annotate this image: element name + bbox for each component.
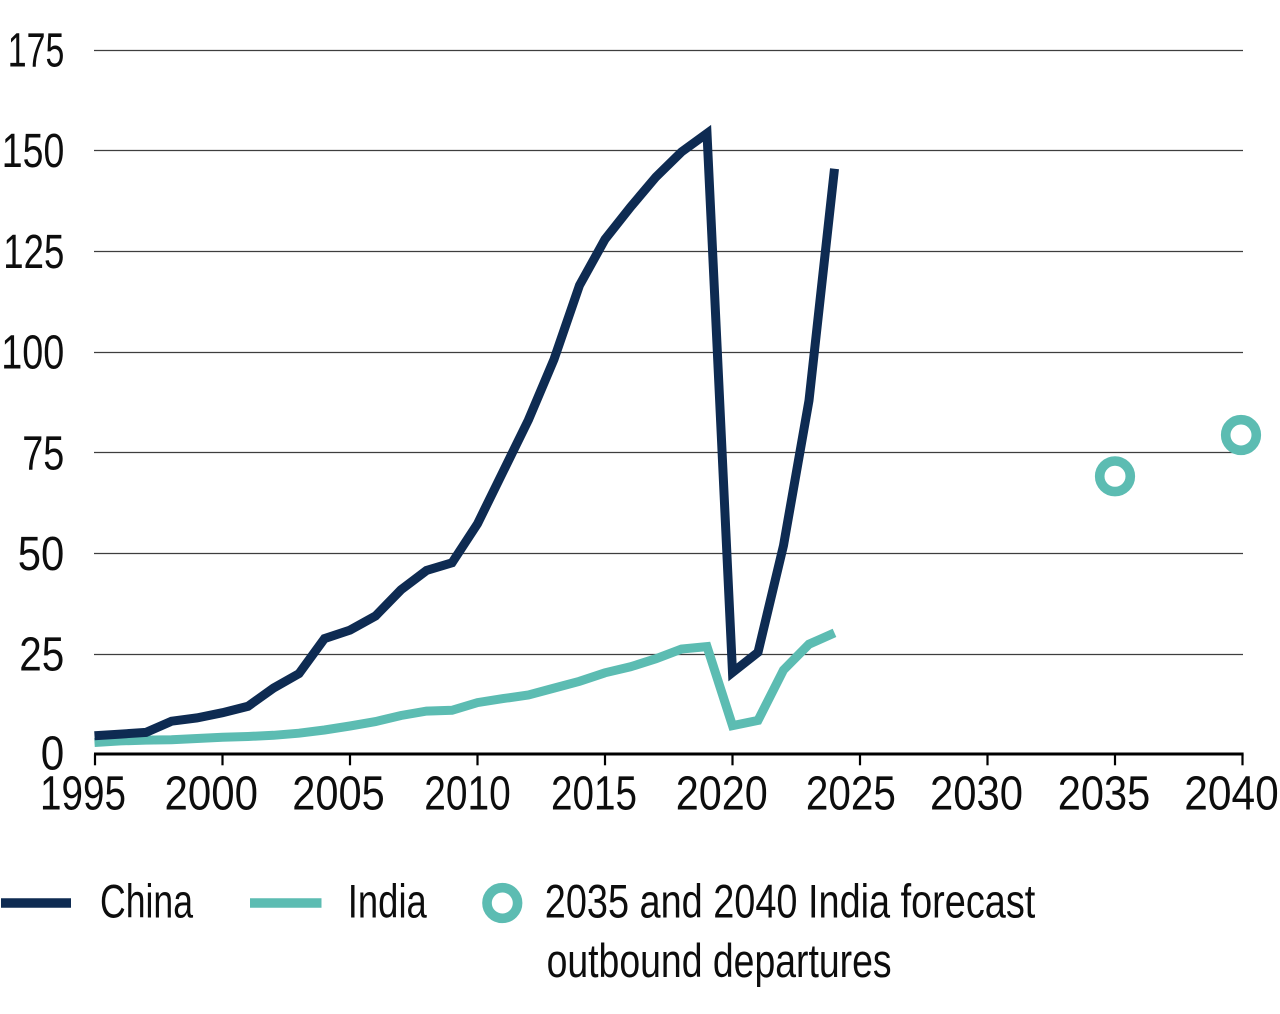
svg-text:0: 0	[41, 728, 65, 781]
svg-text:100: 100	[1, 327, 64, 380]
svg-text:2030: 2030	[930, 768, 1023, 821]
svg-text:2005: 2005	[292, 768, 385, 821]
svg-text:2035 and 2040 India forecast: 2035 and 2040 India forecast	[545, 875, 1036, 928]
svg-text:175: 175	[8, 24, 65, 77]
svg-text:India: India	[348, 875, 428, 928]
svg-text:outbound departures: outbound departures	[547, 934, 892, 987]
svg-text:25: 25	[19, 629, 64, 682]
svg-text:China: China	[100, 875, 194, 928]
svg-text:2015: 2015	[551, 768, 637, 821]
svg-text:2040: 2040	[1184, 768, 1279, 821]
svg-text:2025: 2025	[806, 768, 896, 821]
svg-text:75: 75	[22, 427, 64, 480]
svg-text:2010: 2010	[424, 768, 511, 821]
svg-text:1995: 1995	[40, 768, 126, 821]
svg-text:50: 50	[18, 528, 65, 581]
svg-text:150: 150	[2, 125, 65, 178]
svg-text:2000: 2000	[164, 768, 258, 821]
svg-text:125: 125	[3, 226, 64, 279]
svg-text:2035: 2035	[1058, 768, 1151, 821]
svg-text:2020: 2020	[676, 768, 768, 821]
